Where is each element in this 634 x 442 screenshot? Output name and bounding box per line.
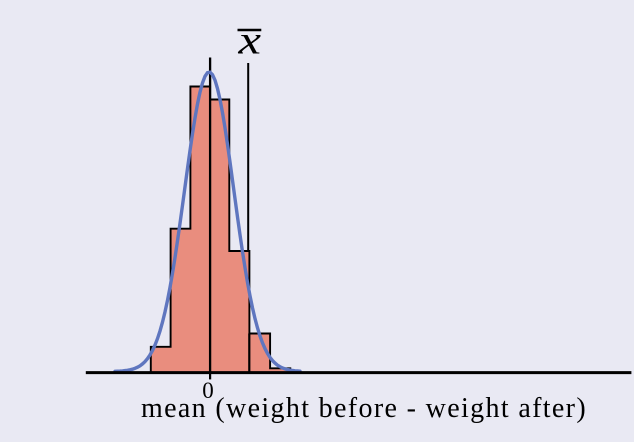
svg-text:mean (weight before - weight a: mean (weight before - weight after) xyxy=(141,393,587,424)
svg-text:0: 0 xyxy=(202,378,214,403)
svg-text:x: x xyxy=(237,18,261,63)
